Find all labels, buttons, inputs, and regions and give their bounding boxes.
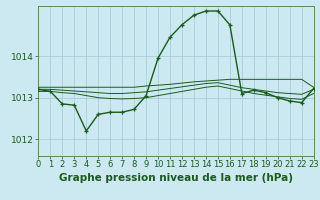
X-axis label: Graphe pression niveau de la mer (hPa): Graphe pression niveau de la mer (hPa) (59, 173, 293, 183)
